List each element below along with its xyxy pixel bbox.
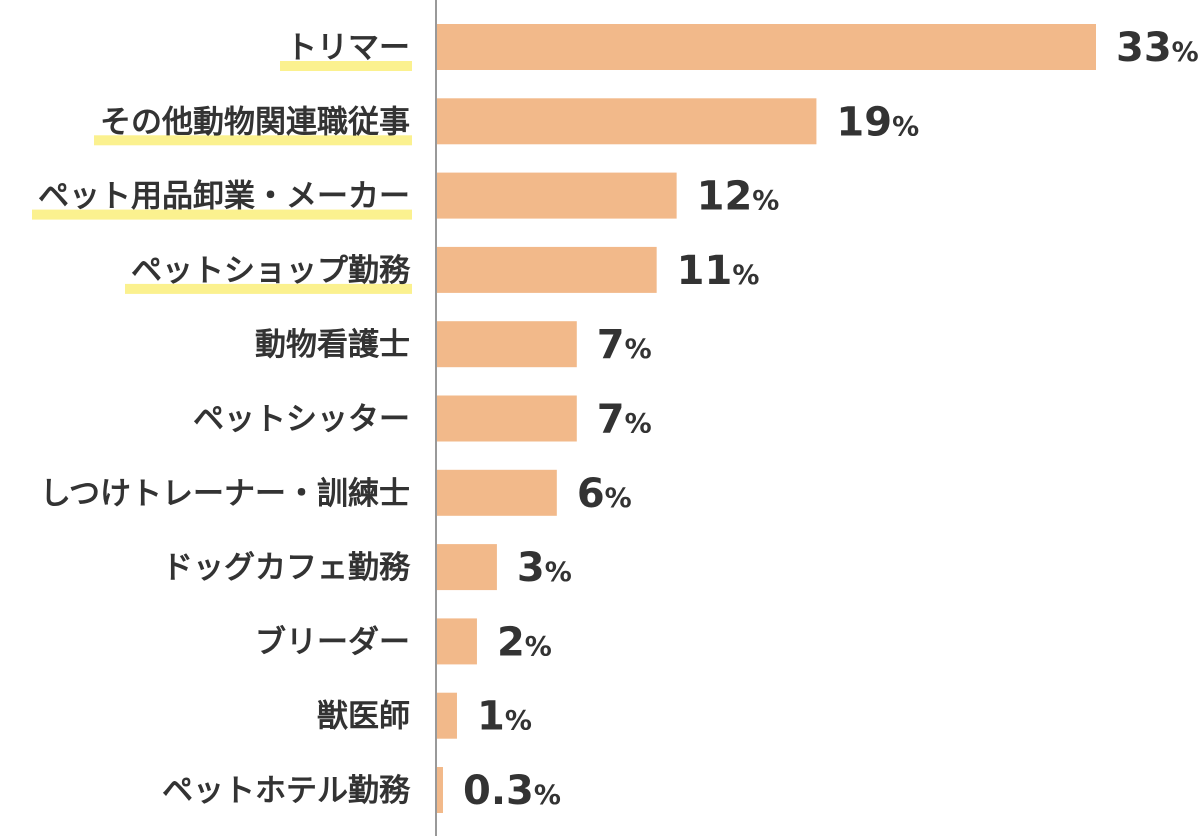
bar (437, 692, 457, 739)
value-label: 1% (477, 694, 532, 740)
value-number: 6 (577, 471, 605, 517)
value-label: 0.3% (463, 768, 561, 814)
category-label: 獣医師 (317, 699, 410, 735)
value-unit: % (1172, 37, 1199, 68)
value-label: 6% (577, 471, 632, 517)
bar (437, 618, 477, 665)
label-highlight (32, 209, 412, 220)
bar (437, 767, 443, 813)
category-label: その他動物関連職従事 (100, 104, 410, 140)
bar (437, 98, 817, 145)
value-number: 1 (477, 694, 505, 740)
value-unit: % (534, 780, 561, 811)
bar (437, 469, 557, 516)
label-highlight (280, 61, 412, 71)
value-unit: % (892, 111, 919, 142)
value-label: 3% (517, 545, 572, 591)
value-label: 11% (677, 248, 760, 294)
highlight-layer (32, 61, 412, 294)
value-number: 19 (836, 99, 892, 145)
value-unit: % (505, 706, 532, 737)
value-number: 7 (597, 322, 625, 368)
bar (437, 544, 497, 591)
label-highlight (125, 283, 412, 294)
value-unit: % (545, 557, 572, 588)
value-label: 19% (836, 99, 919, 145)
value-number: 11 (677, 248, 733, 294)
category-label: ペットシッター (193, 402, 410, 438)
value-unit: % (625, 334, 652, 365)
category-label-layer: トリマーその他動物関連職従事ペット用品卸業・メーカーペットショップ勤務動物看護士… (38, 30, 411, 809)
label-highlight (94, 135, 412, 146)
bar (437, 321, 577, 368)
value-number: 7 (597, 397, 625, 443)
value-unit: % (525, 631, 552, 662)
category-label: ペットホテル勤務 (162, 773, 411, 809)
value-number: 3 (517, 545, 545, 591)
category-label: 動物看護士 (255, 327, 410, 363)
value-label: 12% (697, 174, 780, 220)
value-unit: % (752, 186, 779, 217)
value-label: 7% (597, 397, 652, 443)
value-number: 0.3 (463, 768, 534, 814)
category-label: ペットショップ勤務 (131, 253, 411, 289)
category-label: ペット用品卸業・メーカー (38, 179, 410, 215)
value-unit: % (605, 483, 632, 514)
value-label: 2% (497, 619, 552, 665)
value-number: 33 (1116, 25, 1172, 71)
value-label: 33% (1116, 25, 1199, 71)
bar (437, 24, 1096, 70)
value-unit: % (625, 409, 652, 440)
value-number: 2 (497, 619, 525, 665)
bar (437, 246, 657, 293)
category-label: トリマー (286, 30, 410, 66)
value-label-layer: 33%19%12%11%7%7%6%3%2%1%0.3% (463, 25, 1199, 814)
bar-layer (437, 24, 1096, 813)
category-label: ブリーダー (255, 624, 410, 660)
bar (437, 395, 577, 442)
value-unit: % (732, 260, 759, 291)
bar (437, 172, 677, 219)
category-label: しつけトレーナー・訓練士 (40, 476, 410, 512)
value-label: 7% (597, 322, 652, 368)
value-number: 12 (697, 174, 753, 220)
category-label: ドッグカフェ勤務 (162, 550, 411, 586)
